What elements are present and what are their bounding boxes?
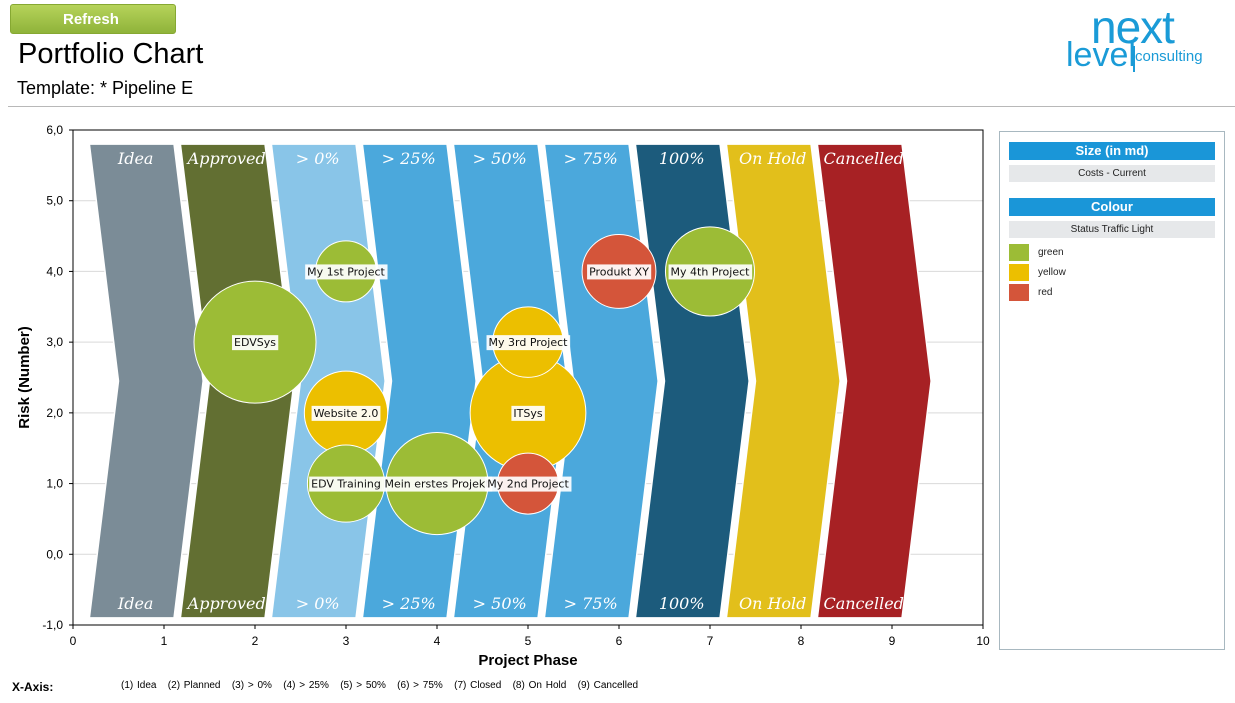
y-tick-label: 0,0 xyxy=(46,547,63,561)
y-tick-label: 5,0 xyxy=(46,194,63,208)
x-axis-title: Project Phase xyxy=(478,652,577,669)
logo-consulting: consulting xyxy=(1135,48,1203,65)
phase-label-top: 100% xyxy=(659,149,705,168)
legend-item-yellow: yellow xyxy=(1009,263,1066,281)
y-tick-label: 4,0 xyxy=(46,264,63,278)
x-axis-legend-label: X-Axis: xyxy=(12,680,54,694)
page-title: Portfolio Chart xyxy=(18,38,204,70)
x-tick-label: 9 xyxy=(889,634,896,648)
phase-label-top: On Hold xyxy=(739,149,806,168)
bubble-label: EDVSys xyxy=(232,335,279,351)
phase-chevron xyxy=(816,143,932,619)
bubble-label-bg xyxy=(485,476,572,492)
bubble-label-bg xyxy=(382,476,493,492)
phase-label-top: > 50% xyxy=(473,149,527,168)
phase-chevron xyxy=(725,143,841,619)
phase-label-bottom: Cancelled xyxy=(823,594,903,613)
x-tick-label: 5 xyxy=(525,634,532,648)
bubble-label: Produkt XY xyxy=(587,264,652,280)
bubble-label: My 3rd Project xyxy=(486,335,571,351)
phase-label-bottom: > 25% xyxy=(382,594,436,613)
x-tick-label: 0 xyxy=(70,634,77,648)
x-tick-label: 2 xyxy=(252,634,259,648)
y-tick-label: 3,0 xyxy=(46,335,63,349)
phase-label-bottom: > 50% xyxy=(473,594,527,613)
phase-label-bottom: > 0% xyxy=(296,594,340,613)
legend-item-green: green xyxy=(1009,243,1064,261)
bubble-label: Website 2.0 xyxy=(311,405,381,421)
x-tick-label: 3 xyxy=(343,634,350,648)
bubble-label-text: Website 2.0 xyxy=(314,407,379,420)
bubble-label-text: My 3rd Project xyxy=(489,336,569,349)
x-tick-label: 1 xyxy=(161,634,168,648)
x-tick-label: 7 xyxy=(707,634,714,648)
legend-swatch-yellow xyxy=(1009,263,1029,281)
phase-label-top: > 75% xyxy=(564,149,618,168)
x-tick-label: 10 xyxy=(976,634,990,648)
template-label: Template: * Pipeline E xyxy=(17,78,194,98)
legend-size-value: Costs - Current xyxy=(1009,165,1215,182)
phase-label-bottom: 100% xyxy=(659,594,705,613)
y-tick-label: 6,0 xyxy=(46,123,63,137)
legend-item-red: red xyxy=(1009,283,1052,301)
x-tick-label: 8 xyxy=(798,634,805,648)
x-axis-legend-codes: (1) Idea (2) Planned (3) > 0% (4) > 25% … xyxy=(121,680,639,691)
legend-swatch-red xyxy=(1009,283,1029,301)
phase-chevron xyxy=(88,143,204,619)
phase-label-top: > 25% xyxy=(382,149,436,168)
refresh-button[interactable]: Refresh xyxy=(10,4,176,34)
y-axis-title: Risk (Number) xyxy=(16,326,33,429)
bubble-label-text: Mein erstes Projekt xyxy=(384,478,490,491)
bubble-label-text: My 1st Project xyxy=(307,265,385,278)
company-logo: next level consulting xyxy=(1064,1,1214,76)
bubble-label-text: My 4th Project xyxy=(671,265,751,278)
bubble-label: Mein erstes Projekt xyxy=(382,476,493,492)
x-tick-label: 4 xyxy=(434,634,441,648)
bubble-label-text: EDV Training xyxy=(311,478,381,491)
x-tick-label: 6 xyxy=(616,634,623,648)
bubble-label-bg xyxy=(511,405,545,421)
bubble-label-bg xyxy=(486,335,571,351)
bubble-label: EDV Training xyxy=(309,476,383,492)
logo-divider xyxy=(1133,46,1135,72)
legend-label-green: green xyxy=(1038,246,1064,258)
bubble-label-text: ITSys xyxy=(513,407,542,420)
phase-label-bottom: > 75% xyxy=(564,594,618,613)
legend-panel: Size (in md) Costs - Current Colour Stat… xyxy=(999,131,1225,650)
bubble-label: ITSys xyxy=(511,405,545,421)
bubble-label-bg xyxy=(309,476,383,492)
y-tick-label: -1,0 xyxy=(42,618,63,632)
bubble-label: My 4th Project xyxy=(668,264,753,280)
bubble-label-text: My 2nd Project xyxy=(487,478,569,491)
bubble-label: My 1st Project xyxy=(305,264,388,280)
bubble-label-bg xyxy=(311,405,381,421)
header-divider xyxy=(8,106,1235,107)
legend-label-yellow: yellow xyxy=(1038,266,1066,278)
bubble-label-bg xyxy=(305,264,388,280)
y-tick-label: 2,0 xyxy=(46,406,63,420)
phase-label-bottom: On Hold xyxy=(739,594,806,613)
logo-next: next xyxy=(1091,1,1175,53)
bubble-label: My 2nd Project xyxy=(485,476,572,492)
legend-colour-title: Colour xyxy=(1009,198,1215,216)
y-tick-label: 1,0 xyxy=(46,477,63,491)
legend-colour-value: Status Traffic Light xyxy=(1009,221,1215,238)
legend-size-title: Size (in md) xyxy=(1009,142,1215,160)
phase-label-bottom: Idea xyxy=(117,594,154,613)
legend-swatch-green xyxy=(1009,243,1029,261)
portfolio-chart: Idea Idea Approved Approved > 0% > 0% > 25% > 2… xyxy=(16,123,990,669)
phase-label-top: Approved xyxy=(186,149,266,168)
phase-label-top: Cancelled xyxy=(823,149,903,168)
legend-label-red: red xyxy=(1038,286,1053,298)
phase-label-bottom: Approved xyxy=(186,594,266,613)
bubble-label-bg xyxy=(668,264,753,280)
logo-level: level xyxy=(1066,36,1136,74)
bubble-label-bg xyxy=(587,264,652,280)
bubble-label-text: EDVSys xyxy=(234,336,276,349)
phase-label-top: Idea xyxy=(117,149,154,168)
phase-label-top: > 0% xyxy=(296,149,340,168)
bubble-label-text: Produkt XY xyxy=(589,265,649,278)
bubble-label-bg xyxy=(232,335,279,351)
